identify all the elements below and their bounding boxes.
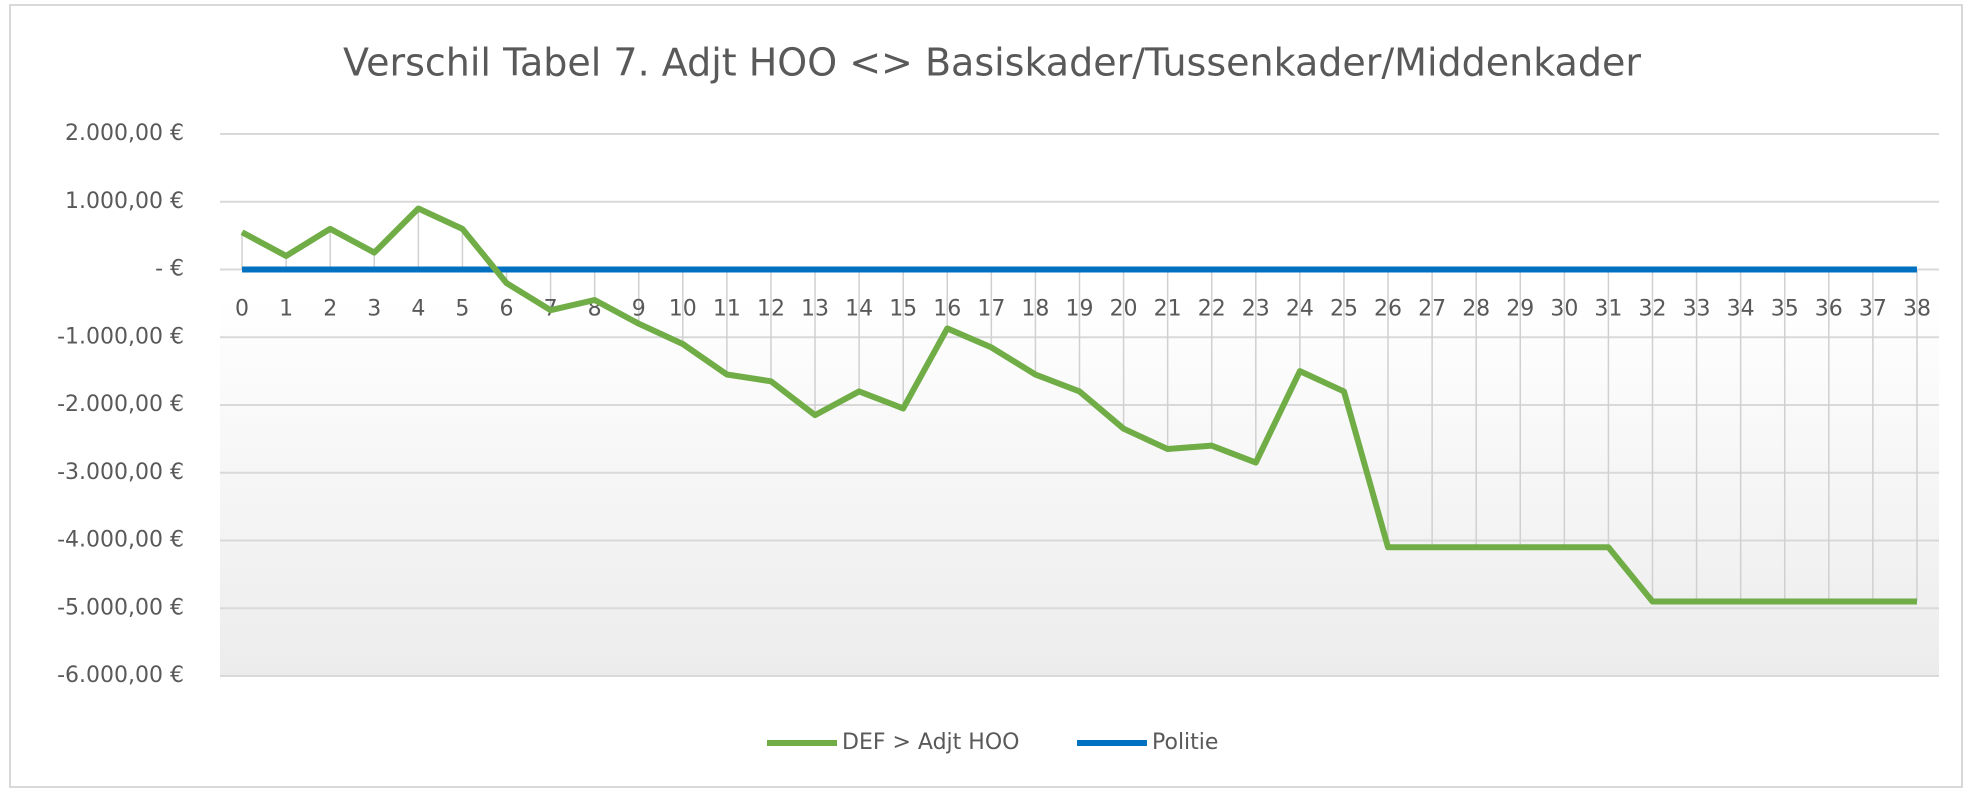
x-tick-label: 9 xyxy=(632,297,646,322)
x-tick-label: 28 xyxy=(1462,297,1490,322)
y-tick-label: -4.000,00 € xyxy=(57,528,184,553)
x-tick-label: 15 xyxy=(889,297,917,322)
y-tick-label: 1.000,00 € xyxy=(65,189,184,214)
y-tick-label: - € xyxy=(155,257,184,282)
legend-label: Politie xyxy=(1152,730,1218,755)
y-tick-label: -2.000,00 € xyxy=(57,392,184,417)
x-tick-label: 31 xyxy=(1594,297,1622,322)
x-tick-label: 22 xyxy=(1198,297,1226,322)
x-tick-label: 21 xyxy=(1154,297,1182,322)
x-tick-label: 13 xyxy=(801,297,829,322)
x-tick-label: 0 xyxy=(235,297,249,322)
x-tick-label: 17 xyxy=(977,297,1005,322)
y-tick-label: -5.000,00 € xyxy=(57,595,184,620)
y-tick-label: -1.000,00 € xyxy=(57,324,184,349)
x-tick-label: 36 xyxy=(1815,297,1843,322)
x-tick-label: 25 xyxy=(1330,297,1358,322)
x-tick-label: 27 xyxy=(1418,297,1446,322)
y-tick-label: -3.000,00 € xyxy=(57,460,184,485)
x-tick-label: 24 xyxy=(1286,297,1314,322)
x-tick-label: 12 xyxy=(757,297,785,322)
x-tick-label: 3 xyxy=(367,297,381,322)
x-tick-label: 23 xyxy=(1242,297,1270,322)
x-tick-label: 5 xyxy=(455,297,469,322)
x-tick-label: 14 xyxy=(845,297,873,322)
x-tick-label: 2 xyxy=(323,297,337,322)
x-tick-label: 32 xyxy=(1639,297,1667,322)
x-tick-label: 33 xyxy=(1683,297,1711,322)
x-tick-label: 34 xyxy=(1727,297,1755,322)
x-tick-label: 19 xyxy=(1066,297,1094,322)
x-tick-label: 26 xyxy=(1374,297,1402,322)
x-tick-label: 10 xyxy=(669,297,697,322)
y-tick-label: 2.000,00 € xyxy=(65,121,184,146)
x-tick-label: 16 xyxy=(933,297,961,322)
legend-label: DEF > Adjt HOO xyxy=(842,730,1019,755)
x-tick-label: 11 xyxy=(713,297,741,322)
x-tick-label: 35 xyxy=(1771,297,1799,322)
x-tick-label: 18 xyxy=(1021,297,1049,322)
series-line xyxy=(240,205,1917,605)
chart-title: Verschil Tabel 7. Adjt HOO <> Basiskader… xyxy=(343,41,1641,85)
x-tick-label: 1 xyxy=(279,297,293,322)
x-tick-label: 37 xyxy=(1859,297,1887,322)
x-tick-label: 6 xyxy=(500,297,514,322)
y-tick-label: -6.000,00 € xyxy=(57,663,184,688)
x-tick-label: 29 xyxy=(1506,297,1534,322)
x-tick-label: 4 xyxy=(411,297,425,322)
x-tick-label: 38 xyxy=(1903,297,1931,322)
x-tick-label: 20 xyxy=(1110,297,1138,322)
x-tick-label: 30 xyxy=(1550,297,1578,322)
